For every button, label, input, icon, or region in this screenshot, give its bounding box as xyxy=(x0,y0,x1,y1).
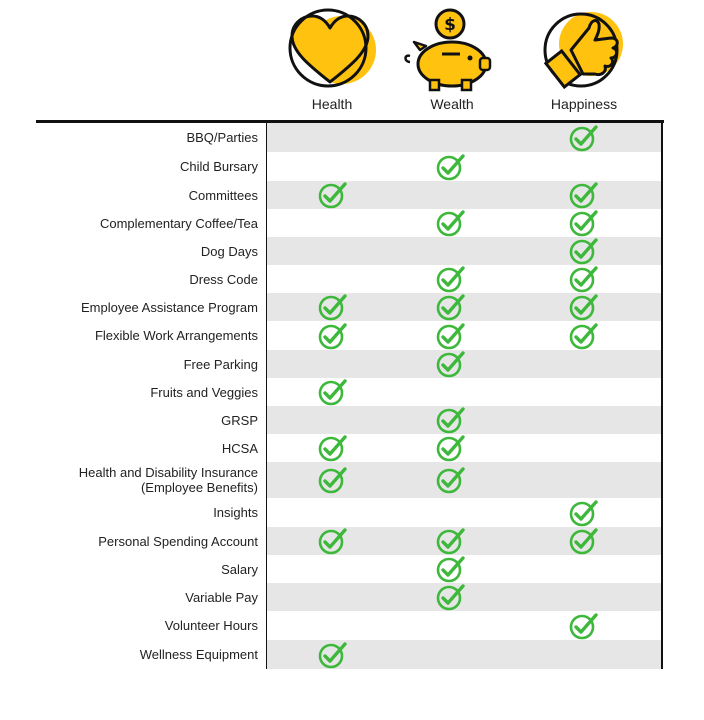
table-row: Dog Days xyxy=(0,237,704,265)
table-row: Child Bursary xyxy=(0,152,704,181)
row-label: Dress Code xyxy=(189,271,258,287)
table-row: GRSP xyxy=(0,406,704,434)
row-label: Personal Spending Account xyxy=(98,533,258,549)
row-label: Free Parking xyxy=(183,356,258,372)
table-row: Committees xyxy=(0,181,704,209)
row-label: Wellness Equipment xyxy=(139,647,258,662)
row-label: Health and Disability Insurance (Employe… xyxy=(78,465,258,495)
check-icon-happiness xyxy=(569,322,599,350)
row-label: Employee Assistance Program xyxy=(80,299,258,315)
check-icon-happiness xyxy=(569,237,599,265)
header-rule xyxy=(36,120,664,123)
column-header-health: Health xyxy=(311,96,353,112)
svg-text:$: $ xyxy=(444,15,456,35)
check-icon-happiness xyxy=(569,265,599,293)
check-icon-happiness xyxy=(569,612,599,640)
row-label: Fruits and Veggies xyxy=(150,384,258,400)
row-label: Salary xyxy=(221,561,258,577)
row-label: Child Bursary xyxy=(179,159,258,174)
thumbs-up-icon xyxy=(535,6,635,92)
row-label: Committees xyxy=(188,187,258,203)
row-band xyxy=(267,350,661,378)
table-row: Personal Spending Account xyxy=(0,527,704,555)
check-icon-happiness xyxy=(569,527,599,555)
check-icon-happiness xyxy=(569,499,599,527)
check-icon-wealth xyxy=(436,555,466,583)
check-icon-wealth xyxy=(436,434,466,462)
table-row: Health and Disability Insurance (Employe… xyxy=(0,462,704,498)
row-label: BBQ/Parties xyxy=(186,130,258,145)
table-row: Dress Code xyxy=(0,265,704,293)
heart-icon xyxy=(280,6,380,92)
row-label: Insights xyxy=(213,505,258,520)
check-icon-health xyxy=(318,466,348,494)
table-row: BBQ/Parties xyxy=(0,123,704,152)
table-row: Complementary Coffee/Tea xyxy=(0,209,704,237)
row-label: Variable Pay xyxy=(185,589,258,605)
row-band xyxy=(267,123,661,152)
table-row: Fruits and Veggies xyxy=(0,378,704,406)
check-icon-health xyxy=(318,322,348,350)
row-band xyxy=(267,498,661,527)
check-icon-wealth xyxy=(436,322,466,350)
row-label: Volunteer Hours xyxy=(164,618,258,633)
row-band xyxy=(267,237,661,265)
row-label: Dog Days xyxy=(200,243,258,259)
check-icon-health xyxy=(318,641,348,669)
check-icon-health xyxy=(318,181,348,209)
check-icon-wealth xyxy=(436,153,466,181)
row-band xyxy=(267,583,661,611)
row-label: GRSP xyxy=(221,412,258,428)
check-icon-wealth xyxy=(436,466,466,494)
label-divider xyxy=(266,123,267,669)
table-row: Wellness Equipment xyxy=(0,640,704,669)
check-icon-wealth xyxy=(436,527,466,555)
table-row: HCSA xyxy=(0,434,704,462)
check-icon-happiness xyxy=(569,181,599,209)
table-row: Flexible Work Arrangements xyxy=(0,321,704,350)
check-icon-wealth xyxy=(436,406,466,434)
check-icon-wealth xyxy=(436,583,466,611)
column-header-happiness: Happiness xyxy=(550,96,618,112)
table-row: Insights xyxy=(0,498,704,527)
table-row: Variable Pay xyxy=(0,583,704,611)
check-icon-health xyxy=(318,378,348,406)
check-icon-health xyxy=(318,434,348,462)
check-icon-health xyxy=(318,527,348,555)
check-icon-wealth xyxy=(436,209,466,237)
row-label: Complementary Coffee/Tea xyxy=(99,215,258,231)
row-label: HCSA xyxy=(221,440,258,456)
check-icon-wealth xyxy=(436,350,466,378)
check-icon-happiness xyxy=(569,209,599,237)
piggy-bank-icon: $ xyxy=(400,6,500,92)
check-icon-wealth xyxy=(436,293,466,321)
row-band xyxy=(267,611,661,640)
table-row: Volunteer Hours xyxy=(0,611,704,640)
check-icon-happiness xyxy=(569,293,599,321)
table-row: Salary xyxy=(0,555,704,583)
table-row: Free Parking xyxy=(0,350,704,378)
check-icon-health xyxy=(318,293,348,321)
right-border xyxy=(661,123,663,669)
row-band xyxy=(267,406,661,434)
column-header-wealth: Wealth xyxy=(430,96,474,112)
table-row: Employee Assistance Program xyxy=(0,293,704,321)
check-icon-happiness xyxy=(569,124,599,152)
check-icon-wealth xyxy=(436,265,466,293)
row-label: Flexible Work Arrangements xyxy=(94,328,258,343)
